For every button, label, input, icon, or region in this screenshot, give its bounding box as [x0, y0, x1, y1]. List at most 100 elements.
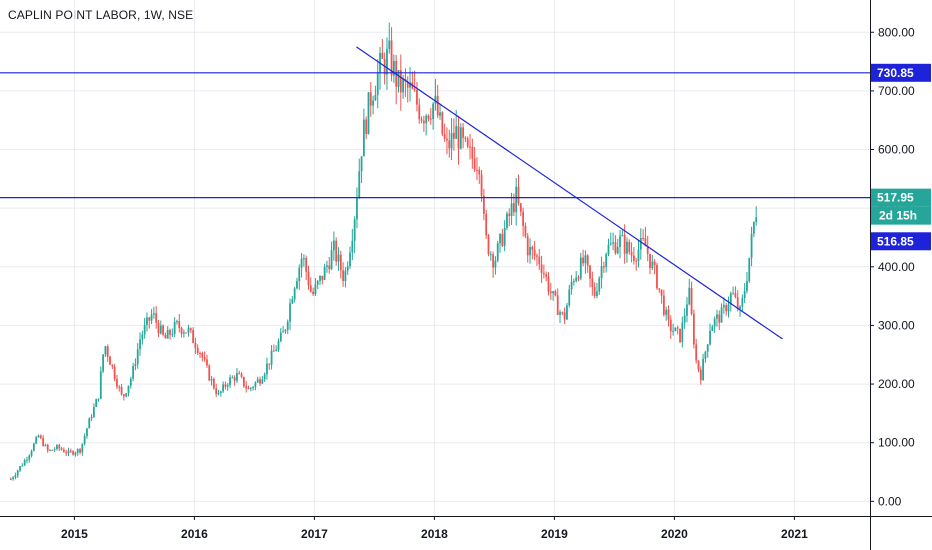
candle-body — [39, 435, 42, 439]
candle-body — [196, 348, 199, 354]
candle-body — [591, 278, 594, 287]
candle-body — [669, 319, 672, 332]
x-tick-label: 2018 — [421, 527, 448, 541]
candle-body — [173, 321, 176, 335]
candle-body — [219, 391, 222, 394]
candle-body — [16, 470, 19, 476]
candle-body — [12, 477, 15, 480]
candle-body — [74, 452, 77, 455]
candle-body — [240, 373, 243, 377]
candle-body — [146, 317, 148, 325]
level-label: 730.85 — [877, 66, 914, 80]
candle-body — [662, 295, 665, 315]
candle-body — [568, 289, 571, 306]
last-price-label: 517.95 — [877, 191, 914, 205]
candle-body — [113, 366, 116, 379]
candle-body — [44, 445, 47, 447]
candle-body — [252, 387, 255, 389]
candle-body — [263, 374, 266, 380]
candle-body — [732, 293, 735, 295]
last-price-label-bg — [871, 188, 931, 207]
candle-body — [166, 329, 169, 339]
candle-body — [722, 305, 725, 308]
candle-body — [651, 261, 654, 269]
candle-body — [536, 255, 538, 257]
candle-body — [602, 266, 605, 268]
candle-body — [718, 314, 721, 323]
candle-body — [284, 329, 287, 332]
candle-body — [727, 304, 730, 312]
candle-body — [69, 450, 72, 452]
y-tick-label: 700.00 — [878, 84, 915, 98]
candle-body — [335, 240, 338, 262]
x-tick-label: 2015 — [61, 527, 88, 541]
candle-body — [185, 332, 188, 334]
candle-body — [609, 243, 612, 245]
candle-body — [626, 241, 628, 254]
candle-body — [104, 346, 107, 355]
candle-body — [547, 276, 550, 292]
candle-body — [247, 388, 250, 390]
candle-body — [545, 274, 548, 277]
candle-body — [593, 286, 596, 297]
candle-body — [132, 365, 135, 379]
candle-body — [95, 399, 98, 408]
candle-body — [60, 448, 63, 450]
candle-body — [425, 115, 428, 124]
candle-body — [540, 264, 543, 274]
y-tick-label: 600.00 — [878, 143, 915, 157]
candle-body — [524, 225, 527, 237]
candle-body — [282, 331, 285, 333]
candle-body — [457, 126, 460, 149]
candle-body — [321, 275, 324, 280]
candle-body — [23, 460, 26, 466]
candle-body — [716, 314, 718, 319]
candle-body — [238, 373, 241, 375]
trendline — [356, 46, 783, 340]
candle-body — [616, 247, 619, 254]
candle-body — [233, 377, 236, 381]
candle-body — [469, 146, 471, 148]
candle-body — [397, 70, 400, 87]
candle-body — [176, 321, 178, 323]
candle-body — [326, 265, 328, 267]
candle-body — [487, 235, 490, 255]
candle-body — [448, 140, 451, 149]
candle-body — [270, 350, 273, 365]
candle-body — [26, 459, 28, 461]
candle-body — [704, 351, 707, 359]
candle-body — [676, 327, 679, 329]
candle-body — [164, 334, 167, 339]
candle-body — [656, 264, 658, 289]
candle-body — [125, 393, 128, 397]
candle-body — [106, 346, 109, 357]
candle-body — [291, 299, 294, 304]
candle-body — [49, 449, 51, 451]
candle-body — [256, 379, 259, 383]
x-tick-label: 2017 — [301, 527, 328, 541]
candle-body — [139, 339, 141, 350]
candle-body — [141, 334, 144, 340]
candle-body — [688, 287, 691, 305]
candle-body — [97, 398, 100, 400]
candle-body — [522, 211, 525, 226]
candle-body — [432, 103, 435, 119]
candle-body — [67, 450, 70, 454]
candle-body — [30, 450, 33, 456]
candle-body — [351, 240, 354, 253]
candles — [9, 22, 758, 481]
candle-body — [372, 100, 375, 106]
y-tick-label: 0.00 — [878, 494, 902, 508]
candle-body — [305, 258, 308, 272]
candle-body — [466, 138, 469, 147]
candle-body — [58, 445, 61, 449]
candle-body — [711, 326, 714, 331]
candle-body — [464, 137, 467, 139]
candle-body — [203, 357, 206, 360]
candle-body — [150, 314, 153, 321]
candle-body — [619, 235, 621, 248]
candle-body — [600, 266, 603, 279]
